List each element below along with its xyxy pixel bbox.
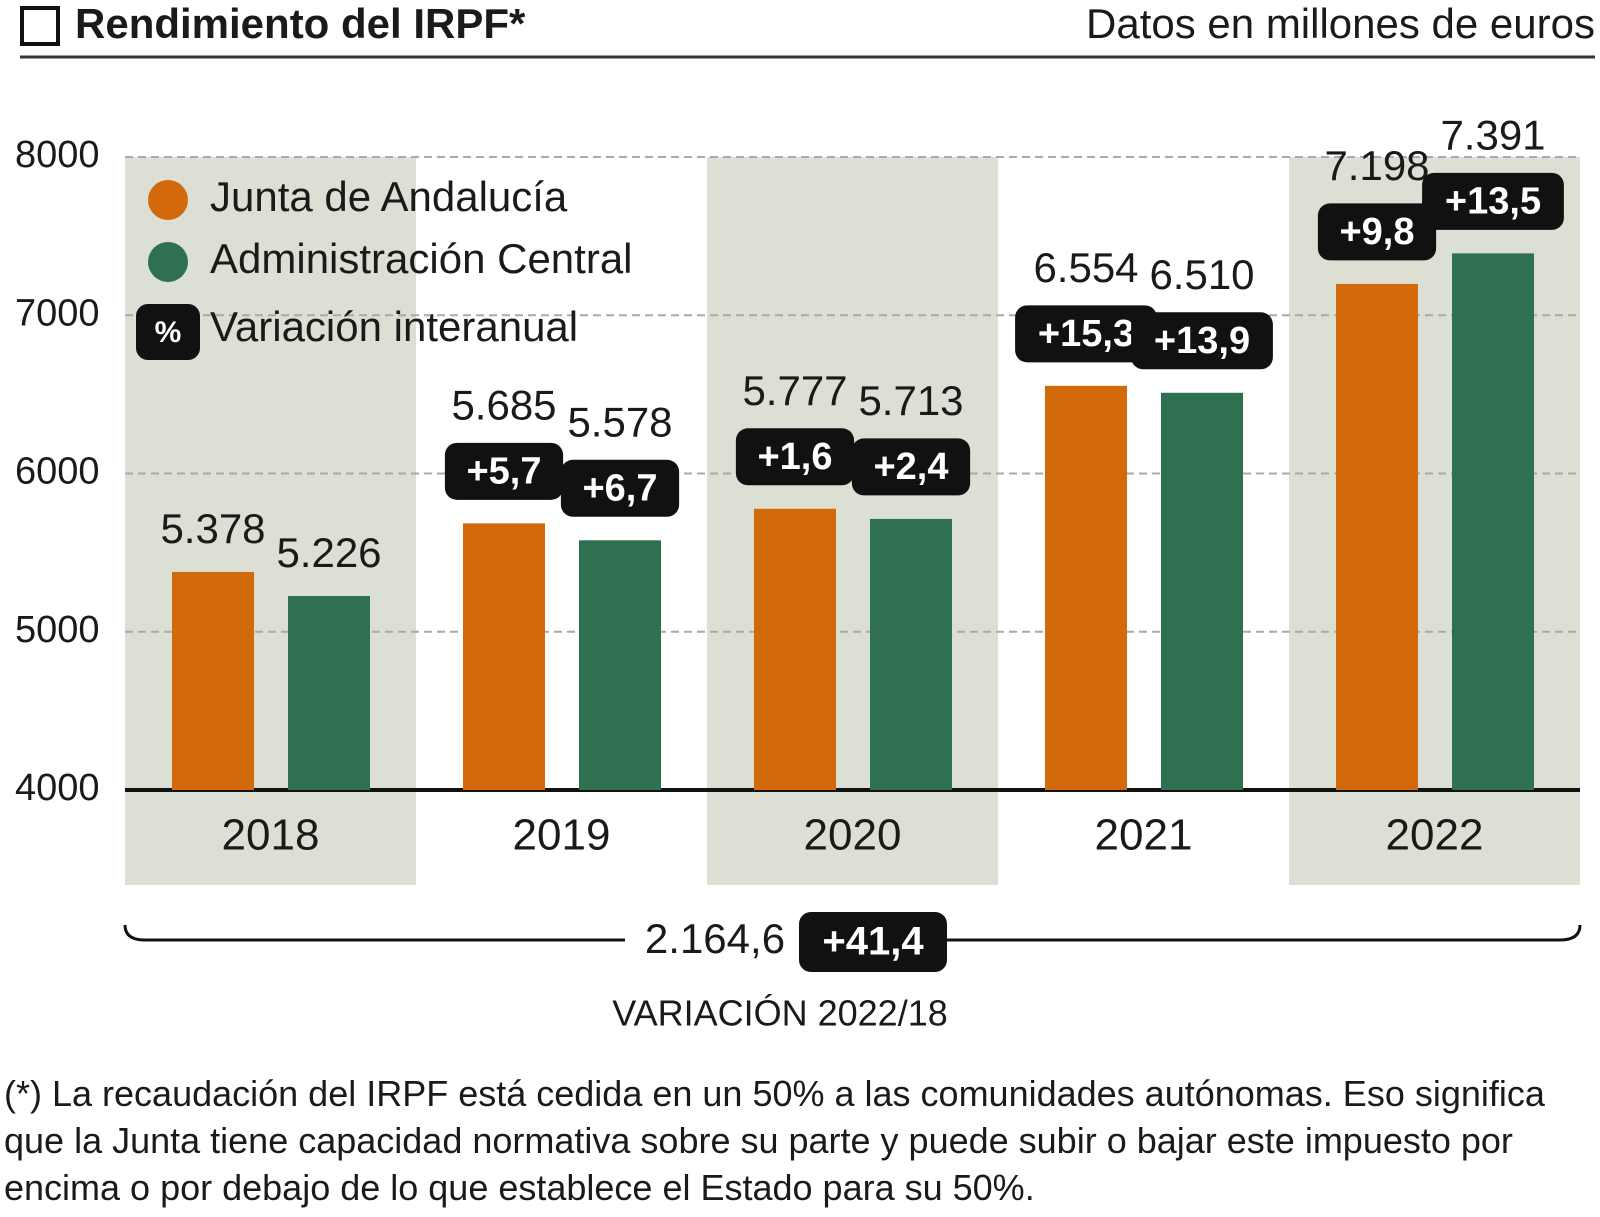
variation-label: +2,4 <box>873 446 948 488</box>
legend-label: Variación interanual <box>210 303 578 350</box>
footnote: (*) La recaudación del IRPF está cedida … <box>4 1073 1545 1208</box>
variation-badge <box>735 428 855 486</box>
legend-badge-symbol: % <box>155 316 182 349</box>
value-label: 5.685 <box>451 381 556 428</box>
bar <box>288 595 370 790</box>
x-tick-label: 2018 <box>222 811 320 860</box>
legend-badge <box>136 304 200 360</box>
chart: Rendimiento del IRPF* Datos en millones … <box>15 0 1595 1034</box>
value-label: 6.510 <box>1149 251 1254 298</box>
variation-badge <box>851 438 971 496</box>
variation-label: +9,8 <box>1339 211 1414 253</box>
y-tick-label: 8000 <box>15 134 100 176</box>
value-label: 6.554 <box>1033 244 1138 291</box>
chart-subtitle: Datos en millones de euros <box>1086 0 1595 47</box>
bar <box>754 508 836 790</box>
value-label: 5.713 <box>858 377 963 424</box>
legend-label: Administración Central <box>210 235 633 282</box>
variation-badge <box>560 459 680 517</box>
variation-badge <box>444 442 564 500</box>
bar <box>870 518 952 790</box>
x-tick-label: 2022 <box>1386 811 1484 860</box>
variation-badge <box>1422 172 1564 230</box>
variation-label: +41,4 <box>822 920 924 964</box>
y-tick-label: 5000 <box>15 609 100 651</box>
bar <box>1452 253 1534 790</box>
value-label: 5.226 <box>276 529 381 576</box>
variation-badge <box>1317 203 1437 261</box>
chart-title: Rendimiento del IRPF* <box>75 0 526 47</box>
year-band <box>1289 157 1580 885</box>
variation-label: +1,6 <box>757 436 832 478</box>
x-tick-label: 2020 <box>804 811 902 860</box>
variation-label: +6,7 <box>582 467 657 509</box>
value-label: 5.777 <box>742 367 847 414</box>
variation-label: +15,3 <box>1038 313 1134 355</box>
y-tick-label: 4000 <box>15 767 100 809</box>
legend-swatch <box>148 180 188 220</box>
variation-badge <box>1131 312 1273 370</box>
value-label: 5.578 <box>567 398 672 445</box>
title-box <box>20 6 60 46</box>
value-label: 7.391 <box>1440 111 1545 158</box>
x-tick-label: 2021 <box>1095 811 1193 860</box>
y-tick-label: 6000 <box>15 451 100 493</box>
variation-label: +13,5 <box>1445 180 1541 222</box>
bar <box>579 540 661 790</box>
variation-badge <box>799 912 947 972</box>
value-label: 5.378 <box>160 505 265 552</box>
total-change: 2.164,6 <box>645 915 785 962</box>
bar <box>1161 392 1243 790</box>
total-caption: VARIACIÓN 2022/18 <box>612 993 948 1034</box>
bar <box>1045 385 1127 790</box>
legend-label: Junta de Andalucía <box>210 173 568 220</box>
variation-label: +13,9 <box>1154 320 1250 362</box>
bar <box>1336 283 1418 790</box>
variation-label: +5,7 <box>466 450 541 492</box>
year-band <box>707 157 998 885</box>
bar <box>463 523 545 790</box>
value-label: 7.198 <box>1324 142 1429 189</box>
x-tick-label: 2019 <box>513 811 611 860</box>
bar <box>172 571 254 790</box>
variation-badge <box>1015 305 1157 363</box>
y-tick-label: 7000 <box>15 292 100 334</box>
legend-swatch <box>148 242 188 282</box>
